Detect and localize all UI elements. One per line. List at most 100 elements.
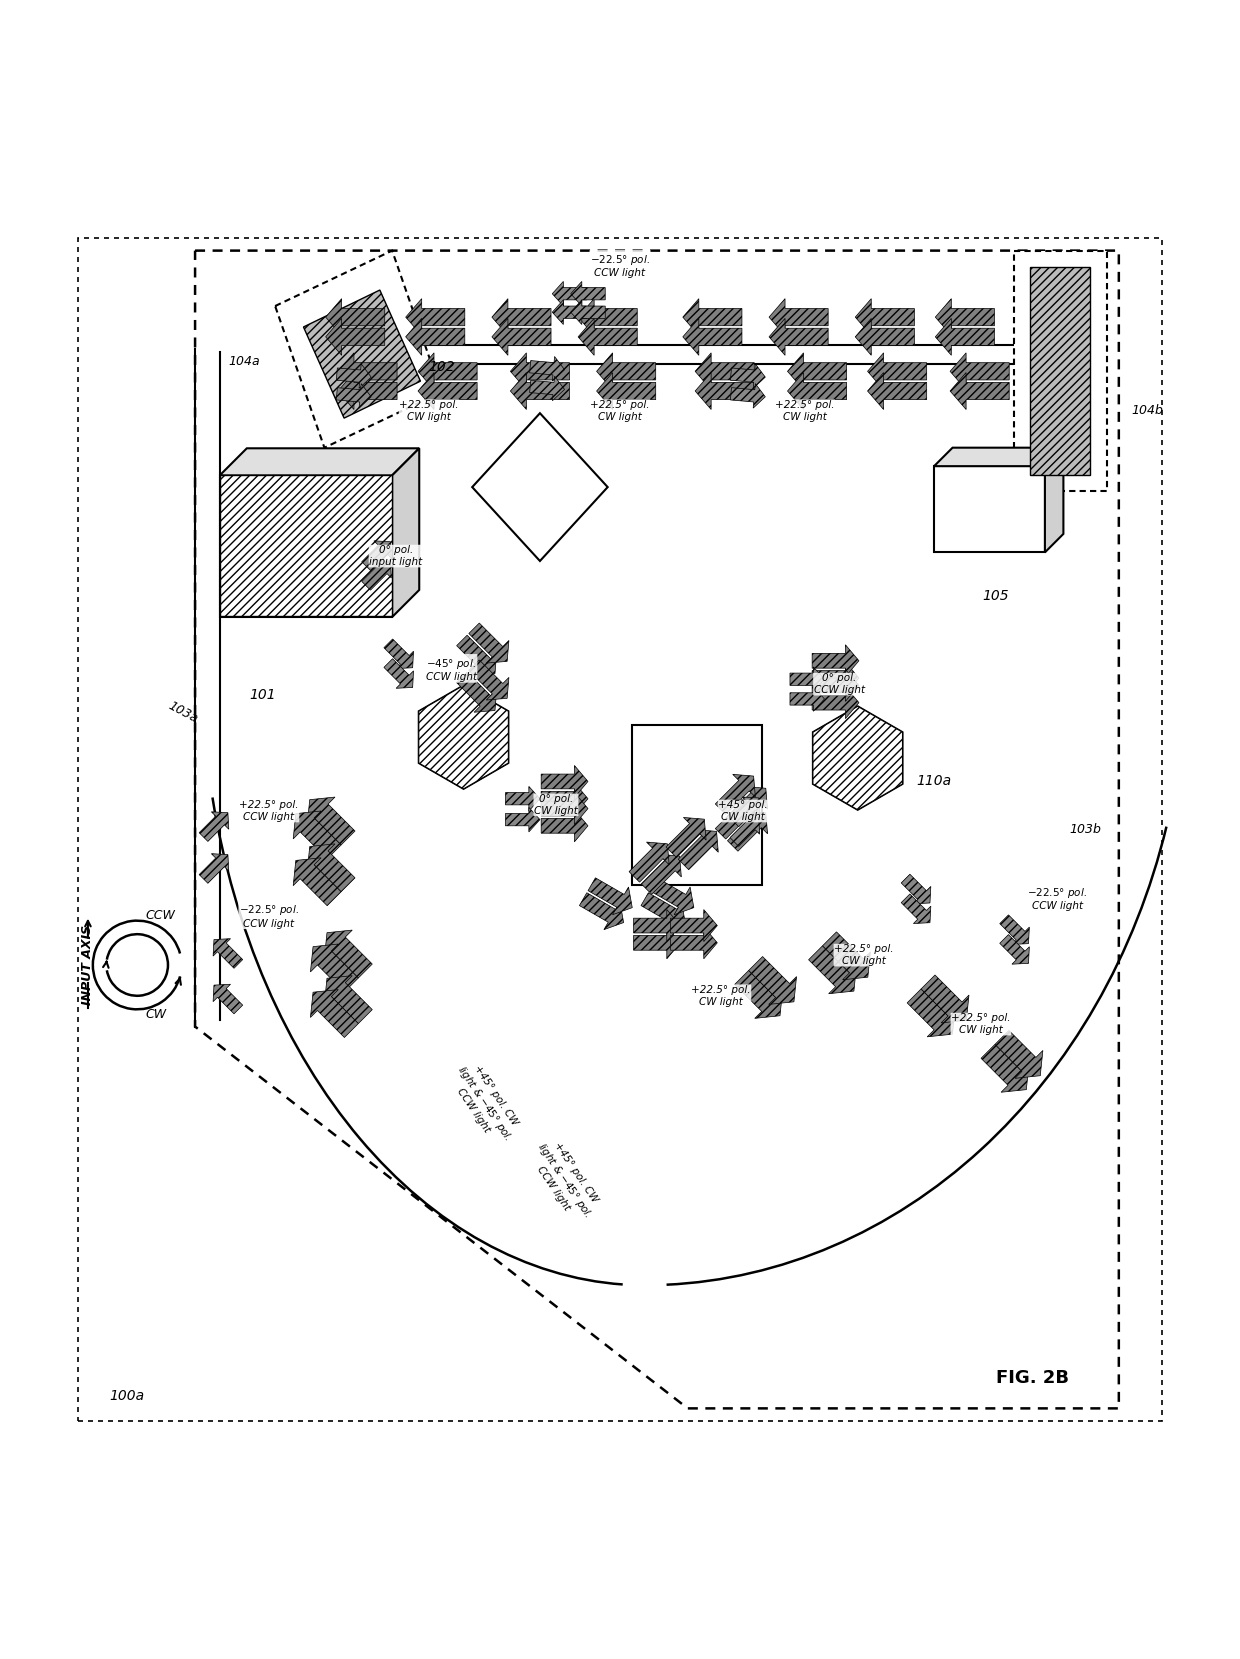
Polygon shape bbox=[578, 319, 637, 355]
Polygon shape bbox=[715, 775, 755, 815]
Text: $-22.5°$ pol.
CCW light: $-22.5°$ pol. CCW light bbox=[590, 252, 650, 279]
Text: +45° pol. CW
light & $-45°$ pol.
CCW light: +45° pol. CW light & $-45°$ pol. CCW lig… bbox=[444, 1057, 525, 1150]
Polygon shape bbox=[275, 251, 441, 448]
Polygon shape bbox=[856, 319, 914, 355]
Text: +45° pol.
CW light: +45° pol. CW light bbox=[718, 800, 768, 821]
Text: CCW: CCW bbox=[146, 909, 176, 922]
Polygon shape bbox=[696, 353, 754, 390]
Polygon shape bbox=[683, 319, 742, 355]
Polygon shape bbox=[808, 946, 857, 994]
Polygon shape bbox=[950, 373, 1009, 410]
Polygon shape bbox=[735, 971, 782, 1019]
Text: 103a: 103a bbox=[166, 700, 200, 725]
Polygon shape bbox=[200, 811, 228, 841]
Polygon shape bbox=[469, 660, 508, 700]
Text: 103b: 103b bbox=[1070, 823, 1101, 836]
Polygon shape bbox=[994, 1030, 1043, 1078]
Text: +22.5° pol.
CCW light: +22.5° pol. CCW light bbox=[239, 800, 299, 821]
Text: +22.5° pol.
CW light: +22.5° pol. CW light bbox=[835, 944, 894, 966]
Polygon shape bbox=[868, 353, 926, 390]
Polygon shape bbox=[634, 927, 681, 959]
Polygon shape bbox=[868, 373, 926, 410]
Polygon shape bbox=[678, 830, 718, 869]
Polygon shape bbox=[634, 909, 681, 942]
Polygon shape bbox=[1045, 448, 1064, 552]
Text: INPUT AXIS: INPUT AXIS bbox=[82, 926, 94, 1005]
Polygon shape bbox=[392, 448, 419, 617]
Polygon shape bbox=[934, 466, 1045, 552]
Text: +22.5° pol.
CW light: +22.5° pol. CW light bbox=[399, 400, 459, 421]
Polygon shape bbox=[213, 939, 243, 969]
Polygon shape bbox=[730, 816, 760, 846]
Polygon shape bbox=[326, 319, 384, 355]
Text: 102: 102 bbox=[428, 360, 455, 373]
Polygon shape bbox=[666, 818, 706, 858]
Polygon shape bbox=[813, 707, 903, 810]
Polygon shape bbox=[730, 383, 765, 408]
Text: 0° pol.
CW light: 0° pol. CW light bbox=[534, 795, 578, 816]
Polygon shape bbox=[219, 448, 419, 476]
Polygon shape bbox=[541, 783, 588, 815]
Text: +22.5° pol.
CW light: +22.5° pol. CW light bbox=[951, 1014, 1011, 1035]
Polygon shape bbox=[362, 561, 392, 591]
Text: $-22.5°$ pol.
CCW light: $-22.5°$ pol. CCW light bbox=[239, 902, 299, 929]
Polygon shape bbox=[336, 363, 371, 388]
Polygon shape bbox=[822, 932, 870, 980]
Polygon shape bbox=[683, 299, 742, 335]
Polygon shape bbox=[362, 541, 392, 571]
Text: 101: 101 bbox=[249, 688, 277, 702]
Polygon shape bbox=[419, 685, 508, 790]
Polygon shape bbox=[769, 319, 828, 355]
Text: $-22.5°$ pol.
CCW light: $-22.5°$ pol. CCW light bbox=[1027, 886, 1087, 911]
Polygon shape bbox=[506, 808, 539, 831]
Polygon shape bbox=[950, 353, 1009, 390]
Polygon shape bbox=[511, 353, 569, 390]
Polygon shape bbox=[325, 931, 372, 979]
Polygon shape bbox=[405, 319, 465, 355]
Polygon shape bbox=[310, 989, 358, 1037]
Polygon shape bbox=[787, 353, 847, 390]
Polygon shape bbox=[728, 786, 768, 826]
Polygon shape bbox=[384, 659, 413, 688]
Polygon shape bbox=[769, 299, 828, 335]
Polygon shape bbox=[671, 927, 717, 959]
Polygon shape bbox=[935, 299, 994, 335]
Polygon shape bbox=[596, 353, 656, 390]
Polygon shape bbox=[336, 383, 371, 408]
Polygon shape bbox=[813, 707, 903, 810]
Polygon shape bbox=[570, 282, 605, 305]
Polygon shape bbox=[456, 672, 497, 712]
Text: 105: 105 bbox=[982, 589, 1009, 604]
Polygon shape bbox=[641, 893, 686, 929]
Polygon shape bbox=[999, 914, 1029, 944]
Polygon shape bbox=[472, 413, 608, 561]
Polygon shape bbox=[529, 357, 564, 382]
Text: FIG. 2B: FIG. 2B bbox=[996, 1369, 1069, 1387]
Polygon shape bbox=[728, 811, 768, 851]
Text: +45° pol. CW
light & $-45°$ pol.
CCW light: +45° pol. CW light & $-45°$ pol. CCW lig… bbox=[525, 1133, 605, 1228]
Polygon shape bbox=[787, 373, 847, 410]
Polygon shape bbox=[730, 796, 760, 826]
Polygon shape bbox=[418, 353, 477, 390]
Polygon shape bbox=[405, 299, 465, 335]
Bar bbox=[632, 725, 761, 884]
Polygon shape bbox=[492, 299, 551, 335]
Polygon shape bbox=[812, 662, 859, 693]
Polygon shape bbox=[671, 909, 717, 942]
Text: 110a: 110a bbox=[916, 775, 951, 788]
Polygon shape bbox=[541, 765, 588, 798]
Polygon shape bbox=[339, 373, 397, 410]
Text: 0° pol.
input light: 0° pol. input light bbox=[370, 546, 423, 567]
Polygon shape bbox=[384, 639, 413, 669]
Polygon shape bbox=[908, 989, 955, 1037]
Polygon shape bbox=[696, 373, 754, 410]
Polygon shape bbox=[469, 624, 508, 664]
Polygon shape bbox=[506, 786, 539, 811]
Polygon shape bbox=[999, 934, 1029, 964]
Polygon shape bbox=[511, 373, 569, 410]
Polygon shape bbox=[641, 854, 681, 894]
Polygon shape bbox=[901, 874, 931, 904]
Polygon shape bbox=[579, 893, 624, 929]
Polygon shape bbox=[456, 635, 497, 675]
Text: 0° pol.
CCW light: 0° pol. CCW light bbox=[813, 674, 864, 695]
